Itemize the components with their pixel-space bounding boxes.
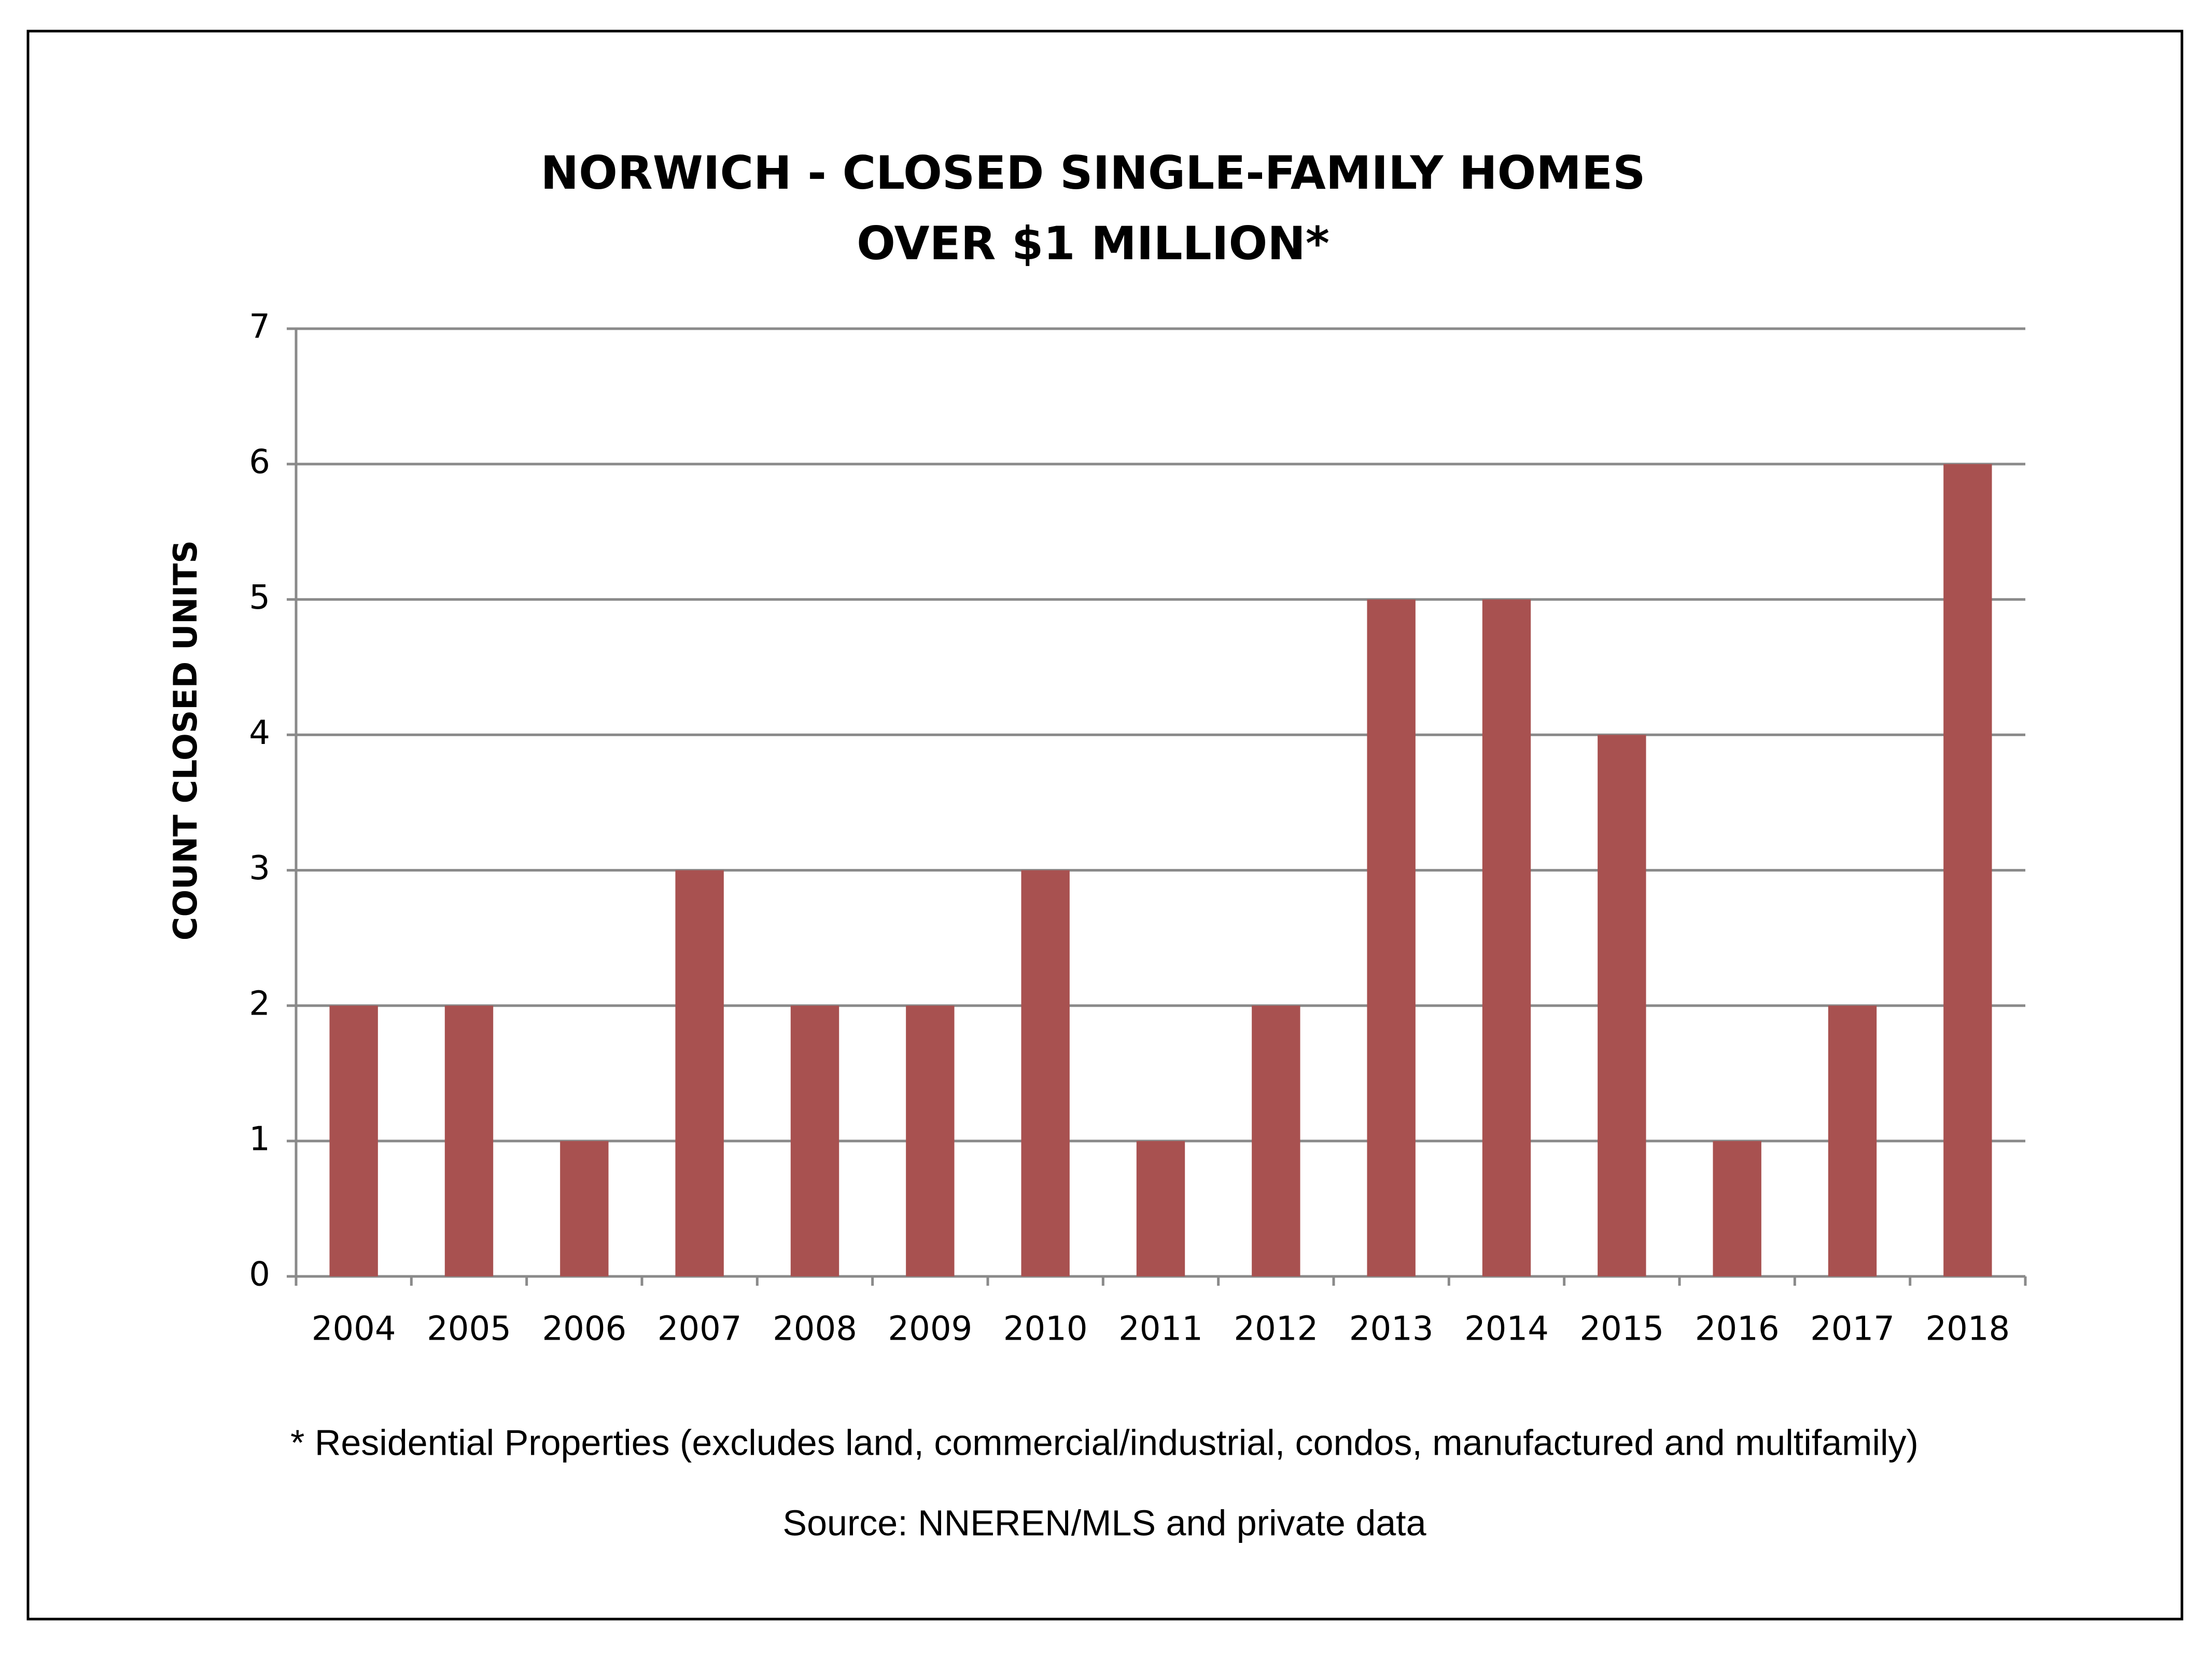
- bar: [1713, 1141, 1761, 1276]
- bar: [1021, 870, 1070, 1276]
- y-tick-label: 0: [249, 1256, 270, 1294]
- x-tick-label: 2012: [1234, 1310, 1318, 1348]
- bar: [560, 1141, 609, 1276]
- bar: [1136, 1141, 1185, 1276]
- x-tick-label: 2018: [1925, 1310, 2010, 1348]
- x-tick-label: 2010: [1003, 1310, 1088, 1348]
- bar: [1482, 599, 1531, 1276]
- x-tick-label: 2005: [427, 1310, 511, 1348]
- chart-title: OVER $1 MILLION*: [857, 217, 1329, 270]
- x-tick-label: 2007: [657, 1310, 742, 1348]
- bar: [1943, 464, 1992, 1277]
- bar: [1367, 599, 1416, 1276]
- x-tick-label: 2016: [1695, 1310, 1780, 1348]
- x-tick-label: 2015: [1579, 1310, 1664, 1348]
- bar: [1828, 1005, 1877, 1276]
- x-tick-label: 2006: [542, 1310, 626, 1348]
- y-tick-label: 3: [249, 849, 270, 888]
- y-tick-label: 5: [249, 579, 270, 617]
- y-tick-label: 4: [249, 714, 270, 752]
- x-tick-label: 2017: [1810, 1310, 1895, 1348]
- bar: [675, 870, 724, 1276]
- y-axis-title: COUNT CLOSED UNITS: [166, 540, 204, 940]
- y-tick-label: 1: [249, 1120, 270, 1158]
- bar: [329, 1005, 378, 1276]
- bar: [1598, 735, 1646, 1276]
- y-tick-label: 6: [249, 443, 270, 482]
- chart-title: NORWICH - CLOSED SINGLE-FAMILY HOMES: [541, 146, 1646, 200]
- source-note: Source: NNEREN/MLS and private data: [782, 1502, 1426, 1543]
- x-tick-label: 2004: [312, 1310, 396, 1348]
- bar: [790, 1005, 839, 1276]
- y-tick-label: 2: [249, 985, 270, 1023]
- y-tick-label: 7: [249, 308, 270, 346]
- x-tick-label: 2013: [1349, 1310, 1434, 1348]
- footnote: * Residential Properties (excludes land,…: [290, 1422, 1919, 1463]
- x-tick-label: 2009: [888, 1310, 972, 1348]
- x-tick-label: 2011: [1118, 1310, 1203, 1348]
- bar: [444, 1005, 494, 1276]
- bar: [906, 1005, 955, 1276]
- x-tick-label: 2014: [1464, 1310, 1549, 1348]
- chart-border: [26, 30, 2183, 1621]
- x-tick-label: 2008: [773, 1310, 857, 1348]
- bar: [1252, 1005, 1300, 1276]
